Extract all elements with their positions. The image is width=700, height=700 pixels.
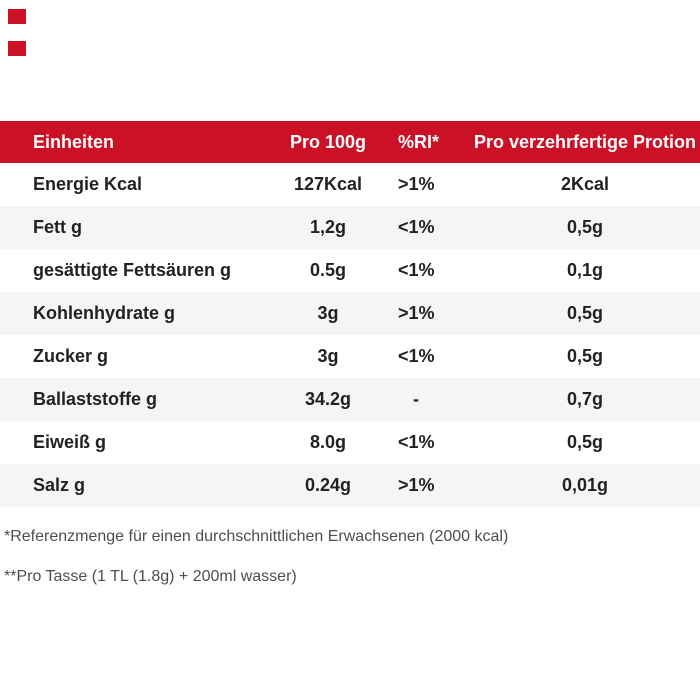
- cell-portion: 0,5g: [566, 217, 604, 237]
- cell-label: gesättigte Fettsäuren g: [33, 260, 232, 280]
- cell-ri: >1%: [398, 475, 435, 495]
- cell-ri: -: [413, 389, 419, 409]
- header-cell-pro-100g: Pro 100g: [289, 131, 367, 152]
- header-cell-einheiten: Einheiten: [33, 131, 115, 152]
- cell-label: Zucker g: [33, 346, 109, 366]
- table-row-zucker: Zucker g 3g <1% 0,5g: [0, 335, 700, 378]
- cell-per100g: 3g: [317, 303, 339, 323]
- cell-label: Ballaststoffe g: [33, 389, 158, 409]
- cell-per100g: 3g: [317, 346, 339, 366]
- cell-ri: >1%: [398, 303, 435, 323]
- cell-portion: 2Kcal: [560, 174, 610, 194]
- cell-per100g: 0.5g: [309, 260, 347, 280]
- footnotes: *Referenzmenge für einen durchschnittlic…: [4, 527, 664, 607]
- cell-portion: 0,5g: [566, 346, 604, 366]
- cell-label: Kohlenhydrate g: [33, 303, 176, 323]
- decorative-red-square: [8, 41, 26, 56]
- cell-label: Salz g: [33, 475, 86, 495]
- decorative-red-square: [8, 9, 26, 24]
- cell-per100g: 34.2g: [304, 389, 352, 409]
- table-row-gesaettigte-fettsaeuren: gesättigte Fettsäuren g 0.5g <1% 0,1g: [0, 249, 700, 292]
- table-row-ballaststoffe: Ballaststoffe g 34.2g - 0,7g: [0, 378, 700, 421]
- nutrition-table: Einheiten Pro 100g %RI* Pro verzehrferti…: [0, 121, 700, 507]
- header-cell-pro-portion: Pro verzehrfertige Protion: [473, 131, 697, 152]
- cell-portion: 0,01g: [561, 475, 609, 495]
- cell-ri: <1%: [398, 432, 435, 452]
- cell-ri: <1%: [398, 217, 435, 237]
- table-row-salz: Salz g 0.24g >1% 0,01g: [0, 464, 700, 507]
- cell-portion: 0,5g: [566, 303, 604, 323]
- cell-portion: 0,7g: [566, 389, 604, 409]
- table-row-eiweiss: Eiweiß g 8.0g <1% 0,5g: [0, 421, 700, 464]
- table-row-energie: Energie Kcal 127Kcal >1% 2Kcal: [0, 163, 700, 206]
- footnote-per-cup: **Pro Tasse (1 TL (1.8g) + 200ml wasser): [4, 568, 297, 585]
- cell-per100g: 127Kcal: [293, 174, 363, 194]
- table-body: Energie Kcal 127Kcal >1% 2Kcal Fett g 1,…: [0, 163, 700, 507]
- cell-label: Energie Kcal: [33, 174, 143, 194]
- cell-label: Eiweiß g: [33, 432, 107, 452]
- cell-portion: 0,5g: [566, 432, 604, 452]
- table-header-row: Einheiten Pro 100g %RI* Pro verzehrferti…: [0, 121, 700, 163]
- cell-per100g: 0.24g: [304, 475, 352, 495]
- cell-ri: <1%: [398, 260, 435, 280]
- table-row-kohlenhydrate: Kohlenhydrate g 3g >1% 0,5g: [0, 292, 700, 335]
- header-cell-ri: %RI*: [398, 131, 440, 152]
- cell-per100g: 8.0g: [309, 432, 347, 452]
- cell-ri: <1%: [398, 346, 435, 366]
- cell-portion: 0,1g: [566, 260, 604, 280]
- footnote-reference-amount: *Referenzmenge für einen durchschnittlic…: [4, 528, 509, 545]
- cell-label: Fett g: [33, 217, 82, 237]
- table-row-fett: Fett g 1,2g <1% 0,5g: [0, 206, 700, 249]
- cell-per100g: 1,2g: [309, 217, 347, 237]
- cell-ri: >1%: [398, 174, 435, 194]
